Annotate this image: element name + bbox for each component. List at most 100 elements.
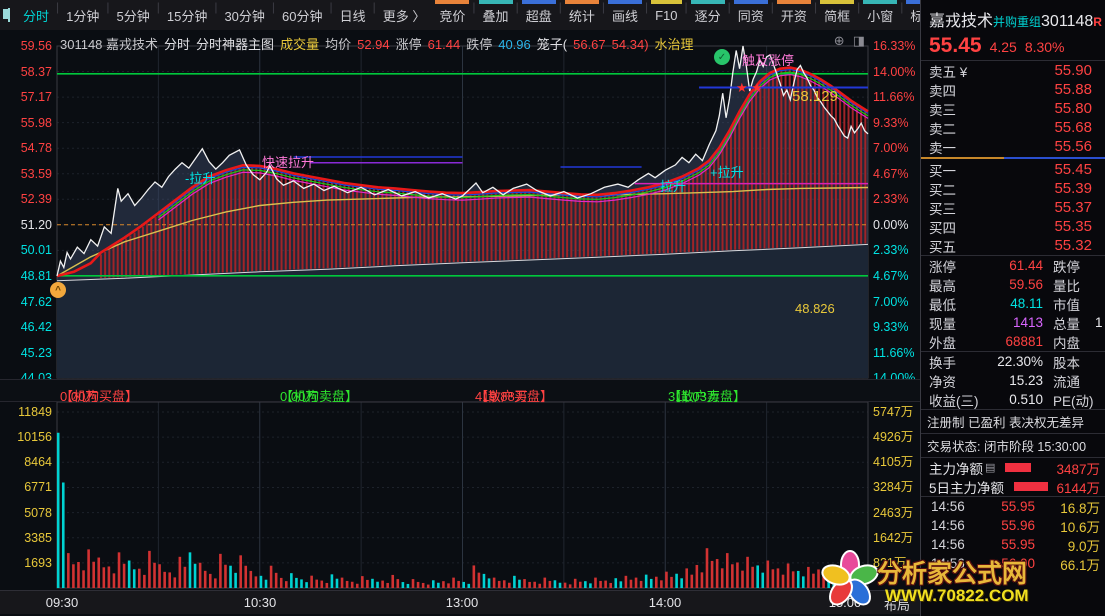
- volume-axis-label: 1693: [24, 555, 52, 570]
- tick-trade-list: 14:56 55.95 16.8万 14:56 55.96 10.6万 14:56 55.95…: [921, 497, 1105, 573]
- time-axis-label: 14:00: [648, 595, 682, 610]
- price-change: 4.25: [989, 39, 1017, 55]
- toolbar-button-画线[interactable]: 画线: [605, 0, 645, 30]
- percent-axis-label: 0.00%: [873, 217, 909, 232]
- cage-lower-value: 48.826: [795, 301, 835, 316]
- chart-header-segment: 301148 嘉戎技术: [60, 37, 159, 52]
- percent-axis-label: 2.33%: [873, 243, 909, 258]
- list-icon: ▤: [985, 462, 996, 474]
- trade-row: 14:56 55.95 9.0万: [931, 537, 1100, 554]
- price-axis-label: 54.78: [20, 141, 52, 156]
- tab-period-8[interactable]: 更多 〉: [382, 8, 426, 24]
- tab-color-strip: [521, 0, 556, 4]
- toolbar-button-小窗[interactable]: 小窗: [860, 0, 900, 30]
- intraday-chart-region[interactable]: 301148 嘉戎技术 分时 分时神器主图 成交量 均价 52.94 涨停 61.44 跌停 40…: [0, 30, 920, 616]
- toolbar-separator: |: [684, 0, 688, 14]
- quote-header: 嘉戎技术并购重组301148R 55.45 4.25 8.30%: [921, 0, 1105, 60]
- tab-period-7[interactable]: 日线: [339, 8, 366, 24]
- volume-axis-label: 10156: [17, 430, 52, 445]
- percent-axis-label: 14.00%: [873, 64, 916, 79]
- amount-axis-label: 3284万: [873, 480, 914, 495]
- toolbar-separator: |: [770, 0, 774, 14]
- window-icon[interactable]: [3, 8, 10, 22]
- watermark: 分析家公式网 WWW.70822.COM: [821, 550, 1103, 614]
- buy-level-row[interactable]: 买二 55.39: [929, 180, 1092, 198]
- price-change-pct: 8.30%: [1024, 39, 1065, 55]
- cage-upper-value: 58.129: [792, 88, 838, 105]
- buy-level-row[interactable]: 买三 55.37: [929, 199, 1092, 217]
- split-panel-icon[interactable]: ◨: [852, 33, 865, 48]
- intraday-plot[interactable]: [0, 30, 920, 616]
- amount-axis-label: 5747万: [873, 405, 914, 419]
- stat-row: 收益(三) 0.510 PE(动): [929, 392, 1094, 409]
- toolbar-button-同资[interactable]: 同资: [731, 0, 771, 30]
- main-force-row: 主力净额 ▤ 3487万: [929, 461, 1100, 477]
- toolbar-button-叠加[interactable]: 叠加: [476, 0, 516, 30]
- quote-stats: 涨停 61.44 跌停 最高 59.56 量比 最低 48.11 市值 现量 1413 总量 1 外盘 68…: [921, 256, 1105, 351]
- margin-flag: R: [1093, 15, 1102, 29]
- toolbar-button-超盘[interactable]: 超盘: [519, 0, 559, 30]
- toolbar-button-F10[interactable]: F10: [648, 0, 684, 30]
- toolbar-separator: |: [857, 0, 861, 14]
- watermark-url: WWW.70822.COM: [885, 586, 1029, 605]
- toolbar-button-竞价[interactable]: 竞价: [432, 0, 472, 30]
- chart-header-segment: 40.96: [498, 37, 531, 52]
- price-axis-label: 50.01: [20, 243, 52, 258]
- layout-button[interactable]: 布局: [883, 598, 910, 613]
- percent-axis-label: 11.66%: [873, 345, 915, 360]
- sell-level-row[interactable]: 卖一 55.56: [929, 138, 1092, 156]
- volume-axis-label: 8464: [24, 455, 52, 470]
- quote-panel: 嘉戎技术并购重组301148R 55.45 4.25 8.30% 卖五 ¥55.90…: [920, 0, 1105, 616]
- pull-up-1: -拉升: [185, 171, 216, 186]
- percent-axis-label: 7.00%: [873, 294, 909, 309]
- netflow-bar: [1014, 482, 1049, 491]
- amount-axis-label: 821万: [873, 555, 907, 570]
- toolbar-button-统计[interactable]: 统计: [562, 0, 602, 30]
- pull-up-2: 拉升: [660, 179, 687, 194]
- tab-period-3[interactable]: 5分钟: [116, 8, 150, 24]
- time-axis-label: 09:30: [45, 595, 79, 610]
- flower-logo: [821, 550, 879, 606]
- percent-axis-label: 9.33%: [873, 320, 909, 335]
- amount-axis-label: 4105万: [873, 455, 914, 470]
- tab-period-6[interactable]: 60分钟: [282, 8, 323, 24]
- buy-levels: 买一 55.45 买二 55.39 买三 55.37 买四 55.35 买五 55.32: [921, 160, 1105, 255]
- circle-plus-icon[interactable]: ⊕: [833, 33, 845, 48]
- volume-axis-label: 6771: [24, 480, 52, 495]
- stock-tag: 并购重组: [993, 15, 1042, 29]
- stat-row: 换手 22.30% 股本: [929, 354, 1080, 371]
- chart-header-segment: 56.67: [573, 37, 606, 52]
- buy-level-row[interactable]: 买一 55.45: [929, 161, 1092, 179]
- main-force-netflow: 主力净额 ▤ 3487万 5日主力净额 6144万: [921, 458, 1105, 496]
- stock-name: 嘉戎技术: [929, 13, 994, 30]
- bid-ask-separator: [921, 157, 1105, 159]
- percent-axis-label: 4.67%: [873, 268, 909, 283]
- price-axis-label: 48.81: [20, 268, 52, 283]
- chart-header-segment: 成交量: [280, 37, 320, 52]
- top-toolbar: 分时 | 1分钟 | 5分钟 | 15分钟 | 30分钟 | 60分钟 | 日线 | 更多 〉 竞价 | 叠加 |…: [0, 0, 1035, 31]
- tab-period-4[interactable]: 15分钟: [166, 8, 208, 24]
- sell-level-row[interactable]: 卖五 ¥55.90: [929, 62, 1092, 80]
- percent-axis-label: 9.33%: [873, 115, 909, 130]
- open-arrow-marker: ^: [50, 282, 66, 298]
- tab-period-5[interactable]: 30分钟: [224, 8, 265, 24]
- toolbar-button-逐分[interactable]: 逐分: [688, 0, 728, 30]
- toolbar-button-简框[interactable]: 简框: [817, 0, 857, 30]
- tab-period-2[interactable]: 1分钟: [66, 8, 100, 24]
- chart-header-segment: 分时神器主图: [196, 37, 275, 52]
- volume-axis-label: 3385: [24, 530, 52, 545]
- tab-period-1[interactable]: 分时: [23, 8, 50, 24]
- toolbar-separator: |: [106, 0, 110, 14]
- sell-level-row[interactable]: 卖二 55.68: [929, 119, 1092, 137]
- price-axis-label: 46.42: [20, 320, 52, 335]
- buy-level-row[interactable]: 买四 55.35: [929, 218, 1092, 236]
- trade-row: 14:56 55.96 10.6万: [931, 518, 1100, 535]
- buy-level-row[interactable]: 买五 55.32: [929, 237, 1092, 255]
- toolbar-separator: |: [727, 0, 731, 14]
- sell-level-row[interactable]: 卖四 55.88: [929, 81, 1092, 99]
- toolbar-button-开资[interactable]: 开资: [774, 0, 814, 30]
- sell-level-row[interactable]: 卖三 55.80: [929, 100, 1092, 118]
- amount-axis-label: 1642万: [873, 530, 914, 545]
- limit-touch: 触及涨停: [742, 53, 795, 68]
